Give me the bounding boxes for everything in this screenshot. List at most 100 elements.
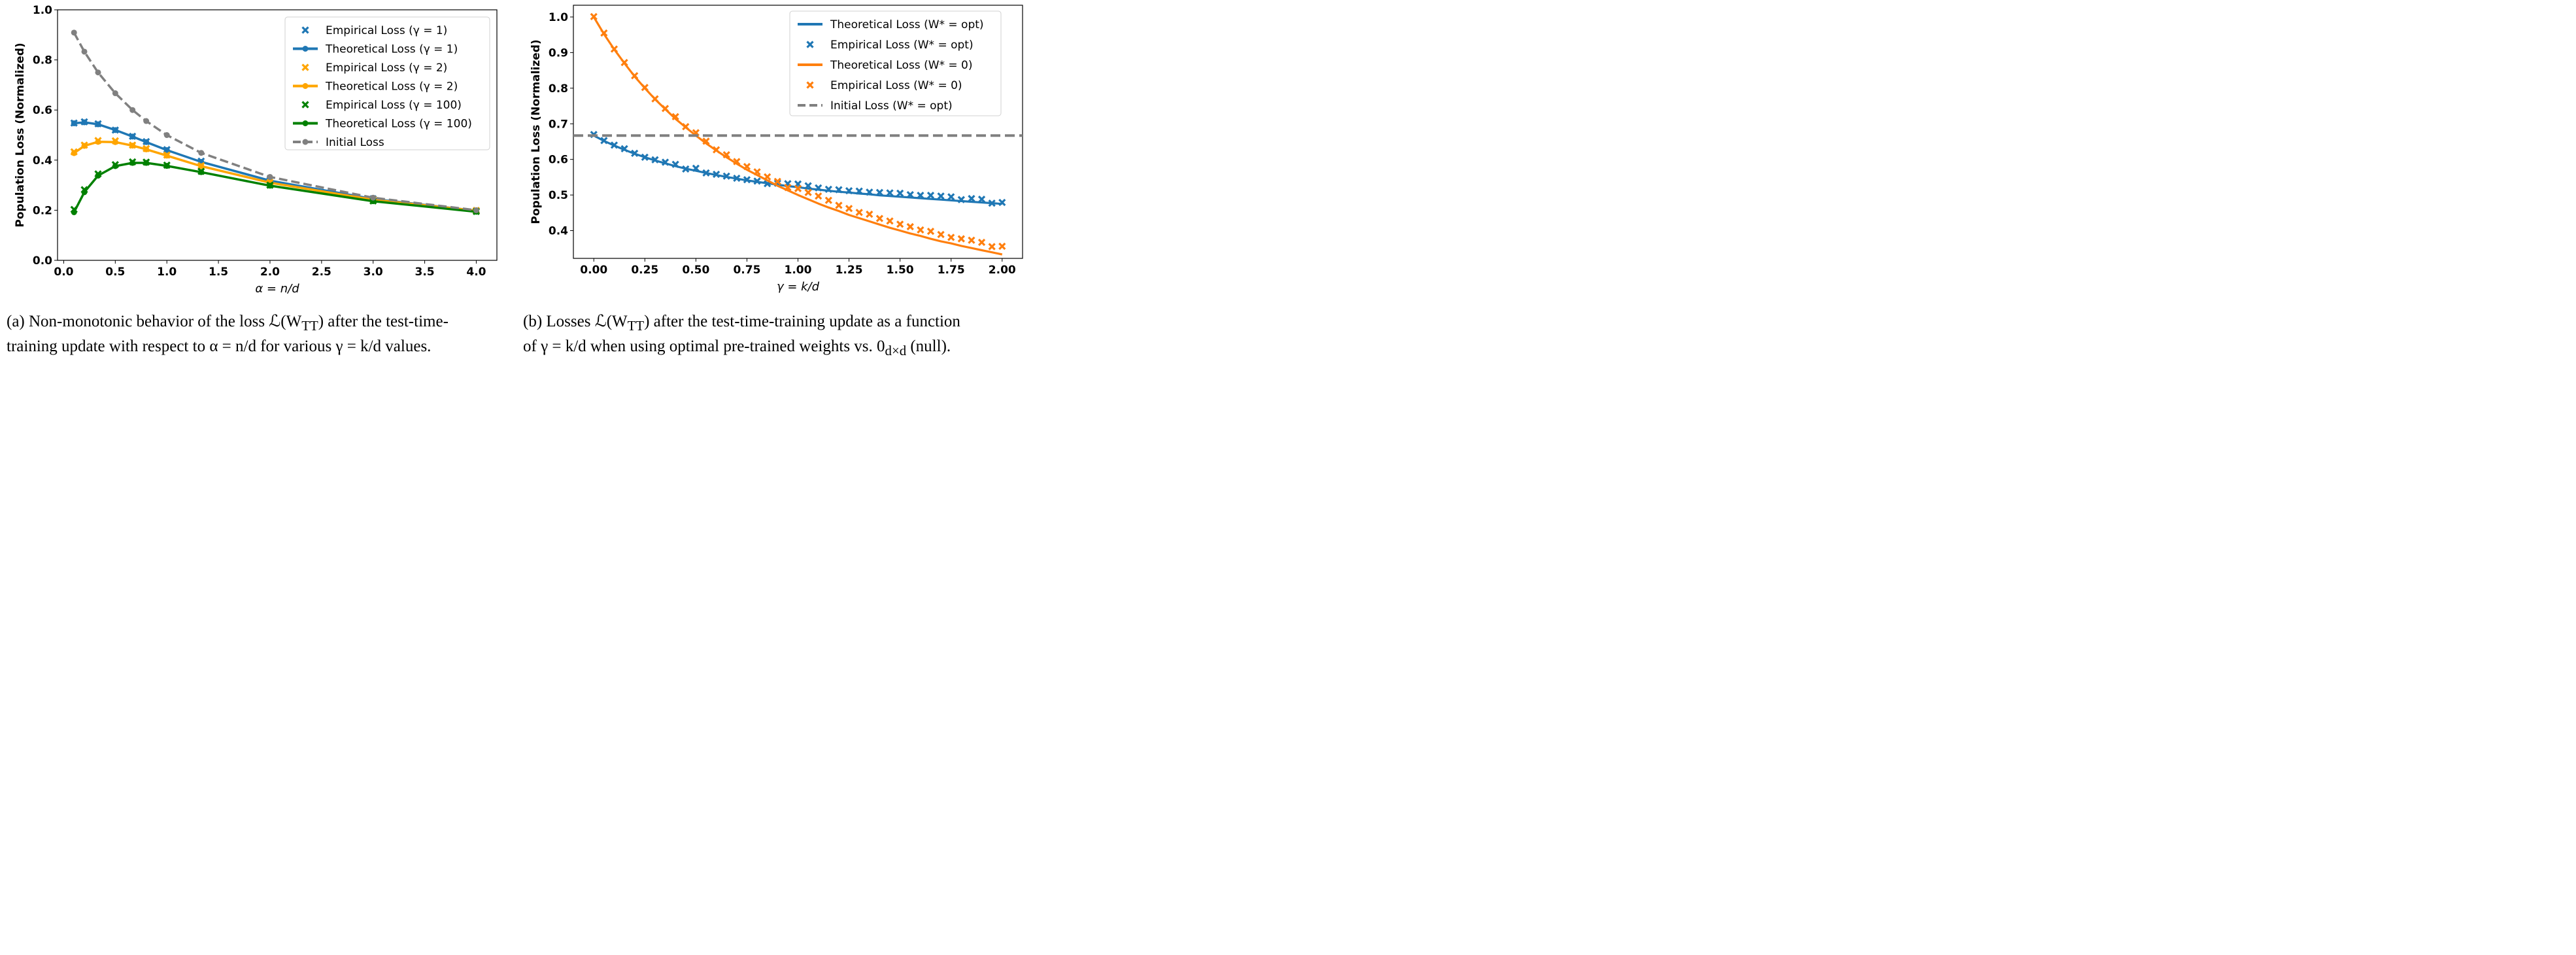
data-point: [692, 164, 700, 172]
y-tick-label: 1.0: [549, 11, 568, 24]
data-point: [988, 200, 996, 207]
legend: Theoretical Loss (W* = opt) Empirical Los…: [789, 10, 1002, 116]
series-theoretical-loss-100-: [71, 160, 479, 215]
legend-label: Empirical Loss (W* = 0): [830, 79, 962, 92]
y-axis-label: Population Loss (Normalized): [14, 43, 27, 227]
data-point: [835, 186, 843, 194]
plot-area: [573, 12, 1023, 256]
x-axis-label: α = n/d: [255, 282, 299, 296]
data-point: [610, 45, 619, 53]
data-point: [651, 156, 659, 164]
chart-alpha: 0.0 0.5 1.0 1.5 2.0 2.5 3.0 3.5 4.0 0.0 0.2 0.4 0.6 0…: [14, 4, 498, 296]
x-tick-label: 0.75: [733, 264, 760, 277]
y-tick-label: 0.4: [549, 225, 568, 238]
data-point: [267, 173, 273, 180]
legend-item: Theoretical Loss (W* = opt): [798, 18, 984, 31]
legend-item: Theoretical Loss (W* = 0): [798, 59, 973, 72]
data-point: [671, 113, 679, 120]
y-tick-label: 0.6: [549, 154, 568, 167]
data-point: [998, 242, 1006, 251]
x-tick-label: 2.0: [260, 266, 280, 279]
y-tick-label: 0.7: [549, 118, 568, 131]
y-axis-label: Population Loss (Normalized): [530, 39, 543, 224]
data-point: [896, 189, 904, 198]
data-point: [845, 186, 853, 195]
series-theoretical-loss-w-opt-: [593, 134, 1002, 205]
x-axis-label: γ = k/d: [777, 280, 820, 294]
data-point: [71, 150, 77, 156]
legend-label: Empirical Loss (γ = 2): [326, 61, 447, 75]
y-tick-label: 0.8: [33, 54, 52, 67]
data-point: [71, 29, 77, 36]
data-point: [129, 107, 136, 113]
x-tick-label: 0.00: [580, 264, 607, 277]
data-point: [712, 170, 720, 179]
data-point: [784, 184, 792, 192]
data-point: [815, 184, 822, 192]
legend-frame: [284, 16, 490, 150]
data-point: [129, 143, 136, 149]
legend-marker-icon: [806, 41, 814, 48]
data-point: [81, 48, 88, 55]
x-tick-label: 4.0: [466, 266, 486, 279]
data-point: [733, 174, 741, 182]
data-point: [143, 139, 150, 145]
x-tick-label: 1.25: [836, 264, 863, 277]
caption-b: (b) Losses ℒ(WTT) after the test-time-tr…: [523, 311, 1023, 361]
legend-marker-icon: [302, 46, 309, 52]
legend-item: Empirical Loss (γ = 100): [301, 99, 462, 112]
data-point: [112, 139, 118, 145]
data-point: [198, 163, 205, 169]
data-point: [71, 209, 77, 215]
caption-b-sub2: d×d: [885, 343, 907, 358]
legend-label: Empirical Loss (γ = 100): [326, 99, 462, 112]
legend-label: Theoretical Loss (γ = 2): [325, 80, 458, 94]
data-point: [631, 72, 639, 80]
y-tick-label: 0.8: [549, 82, 568, 95]
legend-item: Initial Loss (W* = opt): [798, 99, 953, 113]
data-point: [906, 222, 914, 231]
data-point: [926, 192, 935, 200]
data-point: [977, 238, 986, 247]
caption-a-sub: TT: [301, 318, 318, 334]
x-tick-label: 0.50: [682, 264, 709, 277]
data-point: [733, 158, 741, 165]
data-point: [957, 235, 965, 243]
caption-b-sub: TT: [627, 318, 645, 334]
legend-item: Empirical Loss (W* = 0): [806, 79, 962, 92]
x-tick-label: 1.75: [938, 264, 965, 277]
x-tick-label: 0.25: [631, 264, 658, 277]
y-tick-label: 0.5: [549, 189, 568, 202]
data-point: [163, 152, 170, 159]
legend-item: Theoretical Loss (γ = 1): [293, 43, 458, 56]
data-point: [906, 190, 914, 199]
data-point: [773, 177, 781, 186]
legend-label: Empirical Loss (W* = opt): [830, 39, 974, 52]
x-tick-label: 1.00: [785, 264, 812, 277]
data-point: [81, 143, 88, 149]
data-point: [610, 141, 619, 149]
series-theoretical-loss-w-0-: [592, 16, 1003, 256]
data-point: [112, 90, 118, 97]
data-point: [590, 12, 598, 21]
series-initial-loss: [71, 29, 479, 213]
legend-frame: [789, 10, 1002, 116]
data-point: [866, 210, 873, 218]
data-point: [712, 146, 720, 154]
data-point: [937, 192, 945, 200]
data-point: [764, 173, 771, 181]
legend-marker-icon: [302, 139, 309, 145]
caption-b-line1-rest: ) after the test-time-training update as…: [644, 313, 960, 330]
y-tick-label: 0.6: [33, 104, 52, 117]
data-point: [682, 165, 690, 173]
y-tick-label: 0.0: [33, 254, 52, 268]
legend-marker-icon: [806, 81, 814, 89]
legend-item: Theoretical Loss (γ = 2): [293, 80, 458, 94]
series-line: [73, 162, 477, 213]
data-point: [824, 185, 832, 194]
data-point: [198, 169, 205, 175]
legend-marker-icon: [301, 101, 309, 109]
data-point: [671, 160, 679, 168]
caption-b-line2-rest: (null).: [906, 338, 951, 355]
x-tick-label: 2.00: [989, 264, 1016, 277]
